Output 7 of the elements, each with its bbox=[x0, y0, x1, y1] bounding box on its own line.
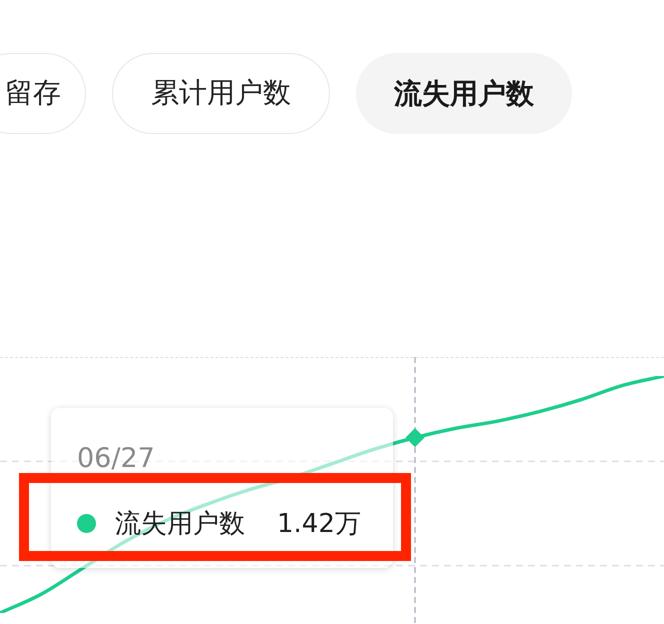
tooltip: 06/27 流失用户数 1.42万 bbox=[51, 408, 393, 568]
tab-button: 累计用户数 bbox=[112, 53, 330, 134]
annotation: 1.42万 bbox=[277, 508, 361, 542]
legend-label: 流失用户数 bbox=[115, 508, 245, 542]
tab-button: 留存 bbox=[0, 53, 86, 134]
tab-button: 流失用户数 bbox=[356, 53, 572, 134]
annotation: 06/27 bbox=[77, 442, 155, 475]
